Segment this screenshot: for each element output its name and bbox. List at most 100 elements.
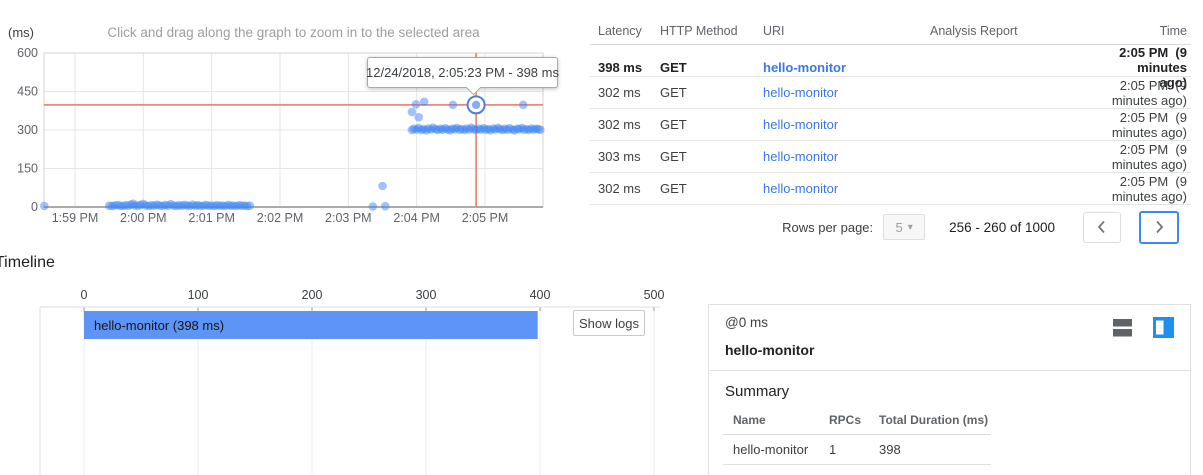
x-tick-label: 2:03 PM (325, 211, 372, 225)
horizontal-split-layout-icon[interactable] (1112, 317, 1133, 338)
timeline-span-bar[interactable] (84, 311, 538, 339)
data-point[interactable] (414, 112, 424, 122)
timeline-tick-label: 0 (81, 288, 88, 302)
data-point[interactable] (448, 100, 458, 110)
x-tick-label: 2:04 PM (393, 211, 440, 225)
summary-col-duration: Total Duration (ms) (879, 413, 989, 427)
table-row[interactable]: 302 ms GET hello-monitor 2:05 PM (9 minu… (590, 77, 1191, 109)
y-tick-label: 600 (17, 46, 38, 60)
pagination-range: 256 - 260 of 1000 (949, 219, 1055, 235)
data-point[interactable] (536, 125, 545, 134)
method-cell: GET (660, 181, 687, 196)
span-offset-label: @0 ms (725, 315, 768, 330)
timeline-tick-label: 200 (302, 288, 323, 302)
summary-header-row: Name RPCs Total Duration (ms) (723, 406, 991, 435)
summary-table: Name RPCs Total Duration (ms) hello-moni… (723, 406, 991, 465)
trace-link[interactable]: hello-monitor (763, 117, 839, 132)
data-point[interactable] (380, 201, 390, 211)
col-uri: URI (763, 24, 785, 38)
time-cell: 2:05 PM (9 minutes ago) (1111, 109, 1187, 140)
table-header-row: Latency HTTP Method URI Analysis Report … (590, 18, 1191, 45)
data-point[interactable] (368, 202, 378, 211)
summary-name-cell: hello-monitor (733, 442, 809, 457)
x-tick-label: 2:00 PM (120, 211, 167, 225)
table-row[interactable]: 302 ms GET hello-monitor 2:05 PM (9 minu… (590, 173, 1191, 205)
time-cell: 2:05 PM (9 minutes ago) (1111, 141, 1187, 172)
uri-cell: hello-monitor (763, 60, 930, 75)
span-name: hello-monitor (725, 342, 815, 358)
col-time: Time (1159, 24, 1187, 38)
chart-hint-title: Click and drag along the graph to zoom i… (107, 25, 480, 40)
chevron-right-icon (1156, 220, 1164, 234)
latency-cell: 303 ms (598, 149, 641, 164)
timeline-tick-label: 100 (188, 288, 209, 302)
y-axis-unit-label: (ms) (8, 25, 34, 40)
selected-data-point-inner (471, 100, 481, 110)
latency-cell: 302 ms (598, 117, 641, 132)
trace-table: Latency HTTP Method URI Analysis Report … (590, 18, 1191, 249)
method-cell: GET (660, 60, 687, 75)
table-row[interactable]: 302 ms GET hello-monitor 2:05 PM (9 minu… (590, 109, 1191, 141)
latency-cell: 302 ms (598, 85, 641, 100)
time-cell: 2:05 PM (9 minutes ago) (1119, 45, 1187, 90)
method-cell: GET (660, 117, 687, 132)
timeline-tick-label: 400 (530, 288, 551, 302)
x-tick-label: 1:59 PM (52, 211, 99, 225)
col-latency: Latency (598, 24, 642, 38)
dropdown-arrow-icon: ▾ (907, 221, 913, 233)
x-tick-label: 2:05 PM (462, 211, 509, 225)
vertical-split-layout-icon-active[interactable] (1153, 317, 1174, 338)
data-point[interactable] (407, 107, 417, 117)
y-tick-label: 150 (17, 162, 38, 176)
summary-title: Summary (725, 383, 790, 400)
trace-link[interactable]: hello-monitor (763, 181, 839, 196)
table-pagination: Rows per page: 5 ▾ 256 - 260 of 1000 (590, 205, 1191, 249)
time-cell: 2:05 PM (9 minutes ago) (1111, 173, 1187, 204)
chart-tooltip: 12/24/2018, 2:05:23 PM - 398 ms (366, 57, 559, 96)
table-row[interactable]: 398 ms GET hello-monitor 2:05 PM (9 minu… (590, 45, 1191, 90)
latency-scatter-chart[interactable]: 1:59 PM 2:00 PM 2:01 PM 2:02 PM 2:03 PM 2:04 … (0, 0, 560, 232)
scatter-plot[interactable]: 1:59 PM 2:00 PM 2:01 PM 2:02 PM 2:03 PM 2:04 … (0, 0, 560, 232)
time-cell: 2:05 PM (9 minutes ago) (1111, 77, 1187, 108)
y-tick-label: 300 (17, 123, 38, 137)
trace-link[interactable]: hello-monitor (763, 149, 839, 164)
timeline-tick-label: 500 (644, 288, 665, 302)
data-point[interactable] (518, 100, 528, 110)
timeline-section-title: Timeline (0, 254, 55, 271)
previous-page-button[interactable] (1083, 211, 1121, 243)
rows-per-page-value: 5 (895, 219, 903, 235)
trace-link[interactable]: hello-monitor (763, 60, 847, 75)
y-tick-label: 0 (31, 200, 38, 214)
summary-rpcs-cell: 1 (829, 442, 837, 457)
span-detail-panel: @0 ms hello-monitor Summary Name RPCs To… (708, 304, 1191, 475)
chart-tooltip-text: 12/24/2018, 2:05:23 PM - 398 ms (366, 65, 559, 80)
data-point[interactable] (245, 201, 255, 210)
data-point[interactable] (411, 100, 421, 109)
timeline-gantt-chart: 0 100 200 300 400 500 hello-monitor (398 ms) (39, 288, 665, 475)
uri-cell: hello-monitor (763, 85, 930, 100)
next-page-button[interactable] (1139, 210, 1179, 244)
uri-cell: hello-monitor (763, 117, 930, 132)
data-point[interactable] (40, 201, 49, 211)
y-tick-label: 450 (17, 85, 38, 99)
rows-per-page-select[interactable]: 5 ▾ (883, 214, 926, 240)
summary-col-name: Name (733, 413, 766, 427)
latency-cell: 398 ms (598, 60, 643, 75)
show-logs-button[interactable]: Show logs (573, 310, 645, 336)
col-analysis-report: Analysis Report (930, 24, 1018, 38)
detail-header: @0 ms hello-monitor (709, 305, 1190, 371)
timeline-tick-label: 300 (416, 288, 437, 302)
chevron-left-icon (1097, 220, 1105, 234)
latency-cell: 302 ms (598, 181, 641, 196)
col-http-method: HTTP Method (660, 24, 738, 38)
table-row[interactable]: 303 ms GET hello-monitor 2:05 PM (9 minu… (590, 141, 1191, 173)
data-point[interactable] (378, 181, 387, 191)
method-cell: GET (660, 149, 687, 164)
uri-cell: hello-monitor (763, 181, 930, 196)
summary-col-rpcs: RPCs (829, 413, 862, 427)
x-tick-label: 2:02 PM (257, 211, 304, 225)
trace-link[interactable]: hello-monitor (763, 85, 839, 100)
data-point[interactable] (419, 97, 429, 107)
summary-duration-cell: 398 (879, 442, 901, 457)
